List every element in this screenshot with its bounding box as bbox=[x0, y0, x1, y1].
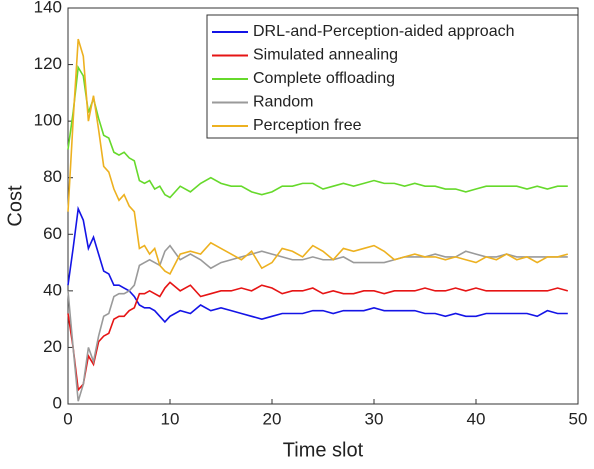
x-tick-label: 50 bbox=[569, 409, 588, 428]
legend-label: Perception free bbox=[253, 117, 362, 134]
series-line bbox=[67, 244, 568, 402]
y-tick-label: 40 bbox=[43, 280, 62, 299]
series-line bbox=[67, 281, 569, 392]
y-tick-label: 60 bbox=[43, 224, 62, 243]
legend-box bbox=[206, 14, 579, 139]
legend-label: Random bbox=[253, 94, 313, 111]
x-tick-label: 30 bbox=[365, 409, 384, 428]
x-tick-label: 0 bbox=[63, 409, 72, 428]
legend-label: Complete offloading bbox=[253, 70, 395, 87]
y-axis-label: Cost bbox=[4, 185, 26, 227]
y-tick-label: 120 bbox=[34, 54, 62, 73]
x-tick-label: 20 bbox=[263, 409, 282, 428]
legend-label: DRL-and-Perception-aided approach bbox=[253, 23, 515, 40]
y-tick-label: 80 bbox=[43, 167, 62, 186]
x-tick-label: 10 bbox=[161, 409, 180, 428]
y-tick-label: 100 bbox=[34, 111, 62, 130]
y-tick-label: 0 bbox=[53, 393, 62, 412]
y-tick-label: 140 bbox=[34, 0, 62, 16]
series-line bbox=[67, 205, 568, 324]
series-line bbox=[67, 64, 568, 199]
x-tick-label: 40 bbox=[467, 409, 486, 428]
legend-label: Simulated annealing bbox=[253, 47, 398, 64]
y-tick-label: 20 bbox=[43, 337, 62, 356]
series-line bbox=[67, 38, 569, 275]
x-axis-label: Time slot bbox=[283, 439, 364, 461]
